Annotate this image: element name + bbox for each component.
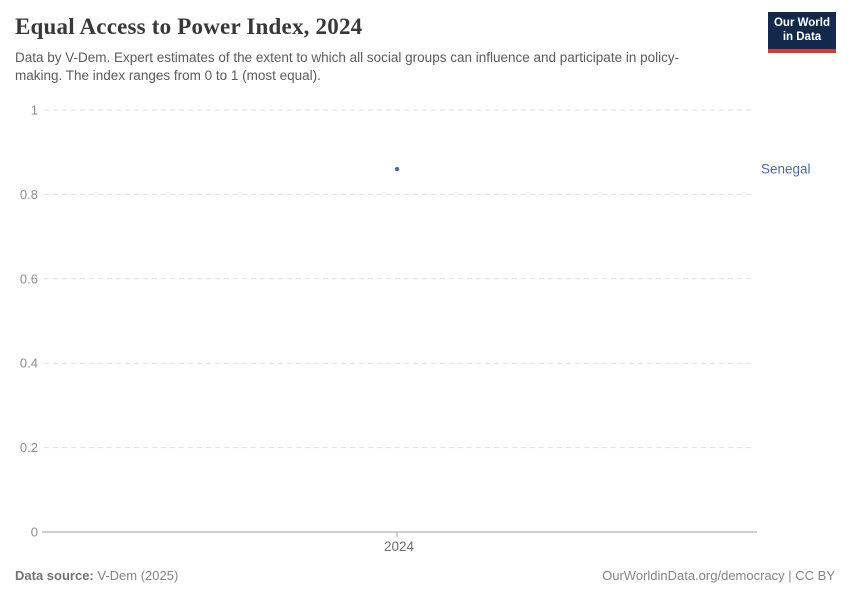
data-point[interactable] bbox=[394, 166, 400, 172]
data-source: Data source: V-Dem (2025) bbox=[15, 568, 178, 583]
owid-logo[interactable]: Our World in Data bbox=[768, 12, 836, 53]
owid-logo-line2: in Data bbox=[782, 30, 822, 43]
y-tick-label: 1 bbox=[31, 103, 38, 118]
y-tick-label: 0.8 bbox=[20, 187, 38, 202]
page-title: Equal Access to Power Index, 2024 bbox=[15, 14, 363, 39]
chart-subtitle: Data by V-Dem. Expert estimates of the e… bbox=[15, 50, 680, 83]
attribution: OurWorldinData.org/democracy | CC BY bbox=[602, 568, 835, 583]
y-tick-label: 0 bbox=[31, 525, 38, 540]
x-tick-label: 2024 bbox=[384, 539, 415, 554]
entity-label[interactable]: Senegal bbox=[761, 162, 811, 177]
y-tick-label: 0.6 bbox=[20, 271, 38, 286]
owid-logo-line1: Our World bbox=[773, 17, 830, 29]
chart-header: Equal Access to Power Index, 2024 Data b… bbox=[15, 14, 755, 85]
chart-footer: Data source: V-Dem (2025) OurWorldinData… bbox=[15, 568, 835, 583]
y-tick-label: 0.4 bbox=[20, 356, 38, 371]
data-source-label: Data source: bbox=[15, 568, 94, 583]
y-tick-label: 0.2 bbox=[20, 440, 38, 455]
data-source-value: V-Dem (2025) bbox=[97, 568, 179, 583]
